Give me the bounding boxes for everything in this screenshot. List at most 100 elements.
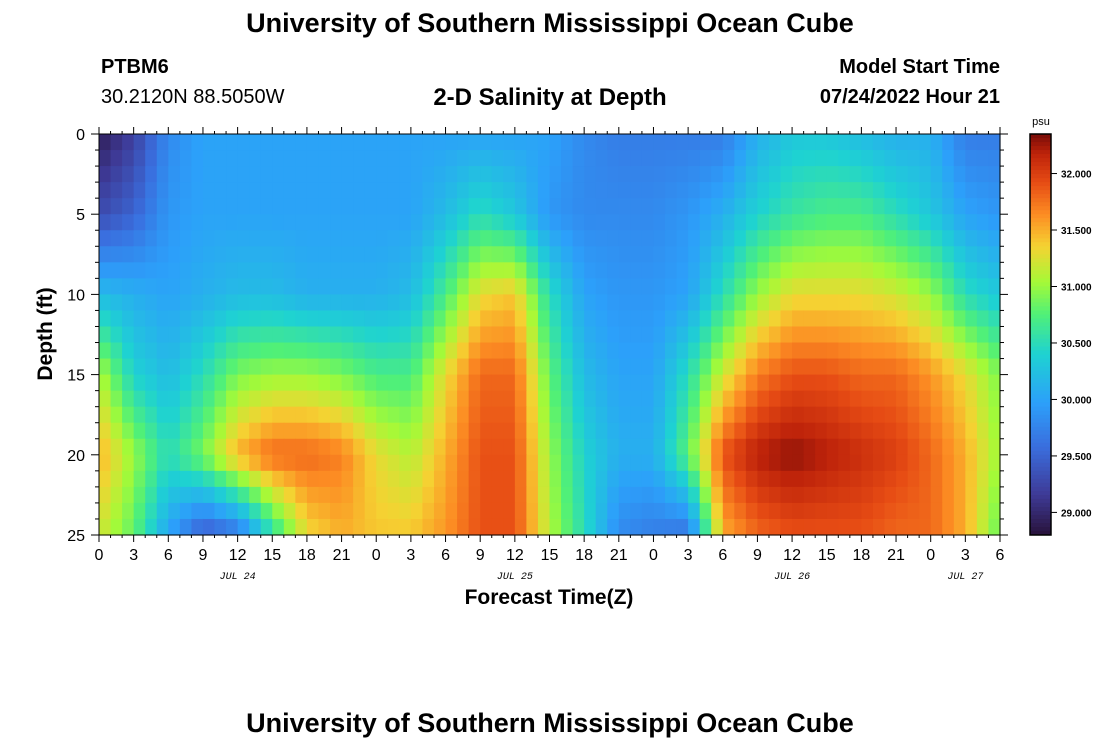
heatmap-cell — [491, 182, 504, 199]
heatmap-cell — [595, 294, 608, 312]
heatmap-cell — [745, 198, 759, 215]
heatmap-cell — [376, 518, 389, 536]
heatmap-cell — [179, 470, 193, 488]
heatmap-cell — [919, 342, 932, 360]
heatmap-cell — [272, 518, 285, 536]
heatmap-cell — [341, 262, 354, 279]
heatmap-cell — [676, 310, 689, 328]
heatmap-cell — [353, 326, 366, 344]
heatmap-cell — [722, 470, 735, 488]
heatmap-cell — [930, 438, 943, 456]
heatmap-cell — [122, 470, 135, 488]
heatmap-cell — [757, 390, 770, 408]
heatmap-cell — [988, 214, 1001, 231]
heatmap-cell — [422, 278, 435, 295]
heatmap-cell — [665, 518, 678, 536]
heatmap-cell — [618, 166, 631, 183]
heatmap-cell — [595, 486, 608, 504]
heatmap-cell — [491, 246, 504, 263]
heatmap-cell — [214, 182, 227, 199]
heatmap-cell — [422, 502, 435, 520]
heatmap-cell — [376, 406, 389, 424]
heatmap-cell — [249, 454, 262, 472]
heatmap-cell — [445, 502, 458, 520]
heatmap-cell — [630, 438, 643, 456]
heatmap-cell — [364, 326, 377, 344]
heatmap-cell — [468, 246, 481, 263]
heatmap-cell — [491, 438, 504, 456]
heatmap-cell — [306, 486, 320, 504]
heatmap-cell — [884, 150, 897, 167]
heatmap-cell — [722, 406, 735, 424]
heatmap-cell — [295, 518, 308, 536]
heatmap-cell — [699, 502, 712, 520]
heatmap-cell — [907, 390, 920, 408]
heatmap-cell — [826, 294, 839, 312]
heatmap-cell — [179, 502, 193, 520]
colorbar-segment — [1030, 478, 1051, 484]
heatmap-cell — [722, 262, 735, 279]
heatmap-cell — [491, 150, 504, 167]
heatmap-cell — [722, 310, 735, 328]
heatmap-cell — [711, 502, 724, 520]
heatmap-cell — [422, 518, 435, 536]
heatmap-cell — [665, 198, 678, 215]
heatmap-cell — [526, 518, 539, 536]
heatmap-cell — [768, 502, 782, 520]
heatmap-cell — [641, 390, 655, 408]
heatmap-cell — [930, 166, 943, 183]
heatmap-cell — [988, 294, 1001, 312]
heatmap-cell — [179, 134, 193, 151]
heatmap-cell — [179, 486, 193, 504]
heatmap-cell — [537, 406, 551, 424]
heatmap-cell — [122, 406, 135, 424]
heatmap-cell — [549, 214, 562, 231]
heatmap-cell — [179, 246, 193, 263]
heatmap-cell — [618, 342, 631, 360]
heatmap-cell — [468, 294, 481, 312]
heatmap-cell — [537, 262, 551, 279]
heatmap-cell — [133, 230, 146, 247]
heatmap-cell — [295, 198, 308, 215]
heatmap-cell — [110, 294, 123, 312]
heatmap-cell — [665, 422, 678, 440]
heatmap-cell — [445, 454, 458, 472]
heatmap-cell — [260, 278, 273, 295]
heatmap-cell — [745, 358, 759, 376]
heatmap-cell — [884, 342, 897, 360]
heatmap-cell — [653, 150, 666, 167]
heatmap-cell — [688, 134, 701, 151]
heatmap-cell — [942, 150, 955, 167]
heatmap-cell — [792, 374, 805, 392]
heatmap-cell — [295, 294, 308, 312]
heatmap-cell — [930, 374, 943, 392]
heatmap-cell — [214, 518, 227, 536]
x-tick-label: 9 — [753, 547, 762, 564]
heatmap-cell — [688, 374, 701, 392]
heatmap-cell — [237, 166, 250, 183]
heatmap-cell — [306, 150, 320, 167]
heatmap-cell — [480, 198, 493, 215]
heatmap-cell — [826, 134, 839, 151]
heatmap-cell — [711, 438, 724, 456]
heatmap-cell — [480, 246, 493, 263]
heatmap-cell — [838, 406, 851, 424]
heatmap-cell — [156, 454, 169, 472]
colorbar-segment — [1030, 286, 1051, 291]
heatmap-cell — [907, 294, 920, 312]
heatmap-cell — [699, 326, 712, 344]
heatmap-cell — [976, 230, 990, 247]
heatmap-cell — [896, 294, 909, 312]
heatmap-cell — [711, 486, 724, 504]
heatmap-cell — [884, 182, 897, 199]
heatmap-cell — [549, 422, 562, 440]
heatmap-cell — [191, 166, 204, 183]
heatmap-cell — [780, 486, 793, 504]
heatmap-cell — [399, 166, 412, 183]
heatmap-cell — [353, 390, 366, 408]
heatmap-cell — [376, 358, 389, 376]
heatmap-cell — [884, 374, 897, 392]
heatmap-cell — [156, 422, 169, 440]
heatmap-cell — [433, 230, 447, 247]
heatmap-cell — [768, 454, 782, 472]
